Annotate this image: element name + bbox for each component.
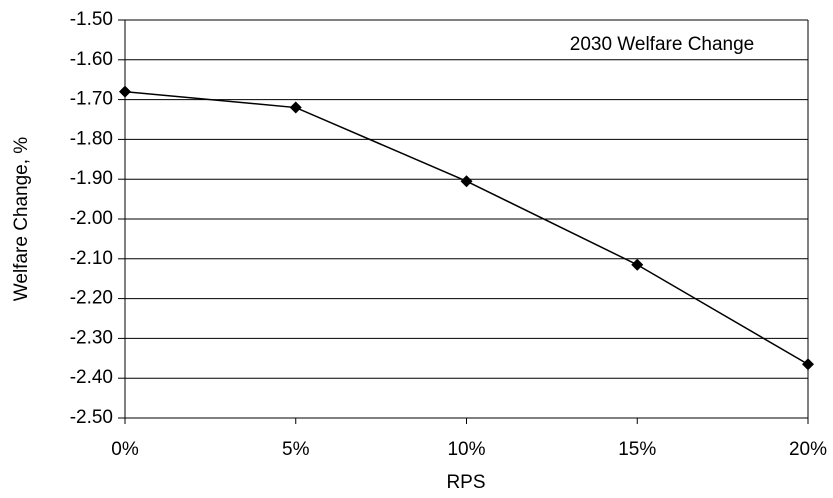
y-tick-label: -1.60 [70,49,113,70]
marker [631,258,644,271]
y-tick-label: -2.00 [70,208,113,229]
y-tick-label: -1.90 [70,168,113,189]
marker [460,175,473,188]
y-tick-label: -2.50 [70,407,113,428]
y-tick-label: -2.30 [70,327,113,348]
x-tick-label: 5% [282,439,310,460]
y-tick-label: -2.40 [70,367,113,388]
x-tick-label: 0% [111,439,139,460]
x-tick-label: 20% [789,439,827,460]
x-axis-title: RPS [446,472,485,493]
y-tick-label: -2.20 [70,288,113,309]
x-tick-label: 10% [447,439,485,460]
marker [119,85,131,98]
y-tick-label: -1.80 [70,128,113,149]
x-tick-label: 15% [618,439,656,460]
y-tick-label: -1.70 [70,89,113,110]
legend-label: 2030 Welfare Change [570,34,755,55]
line [124,90,809,365]
marker [289,101,302,114]
y-tick-label: -1.50 [70,9,113,30]
y-axis-title: Welfare Change, % [11,137,32,302]
y-tick-label: -2.10 [70,248,113,269]
marker [802,358,814,371]
